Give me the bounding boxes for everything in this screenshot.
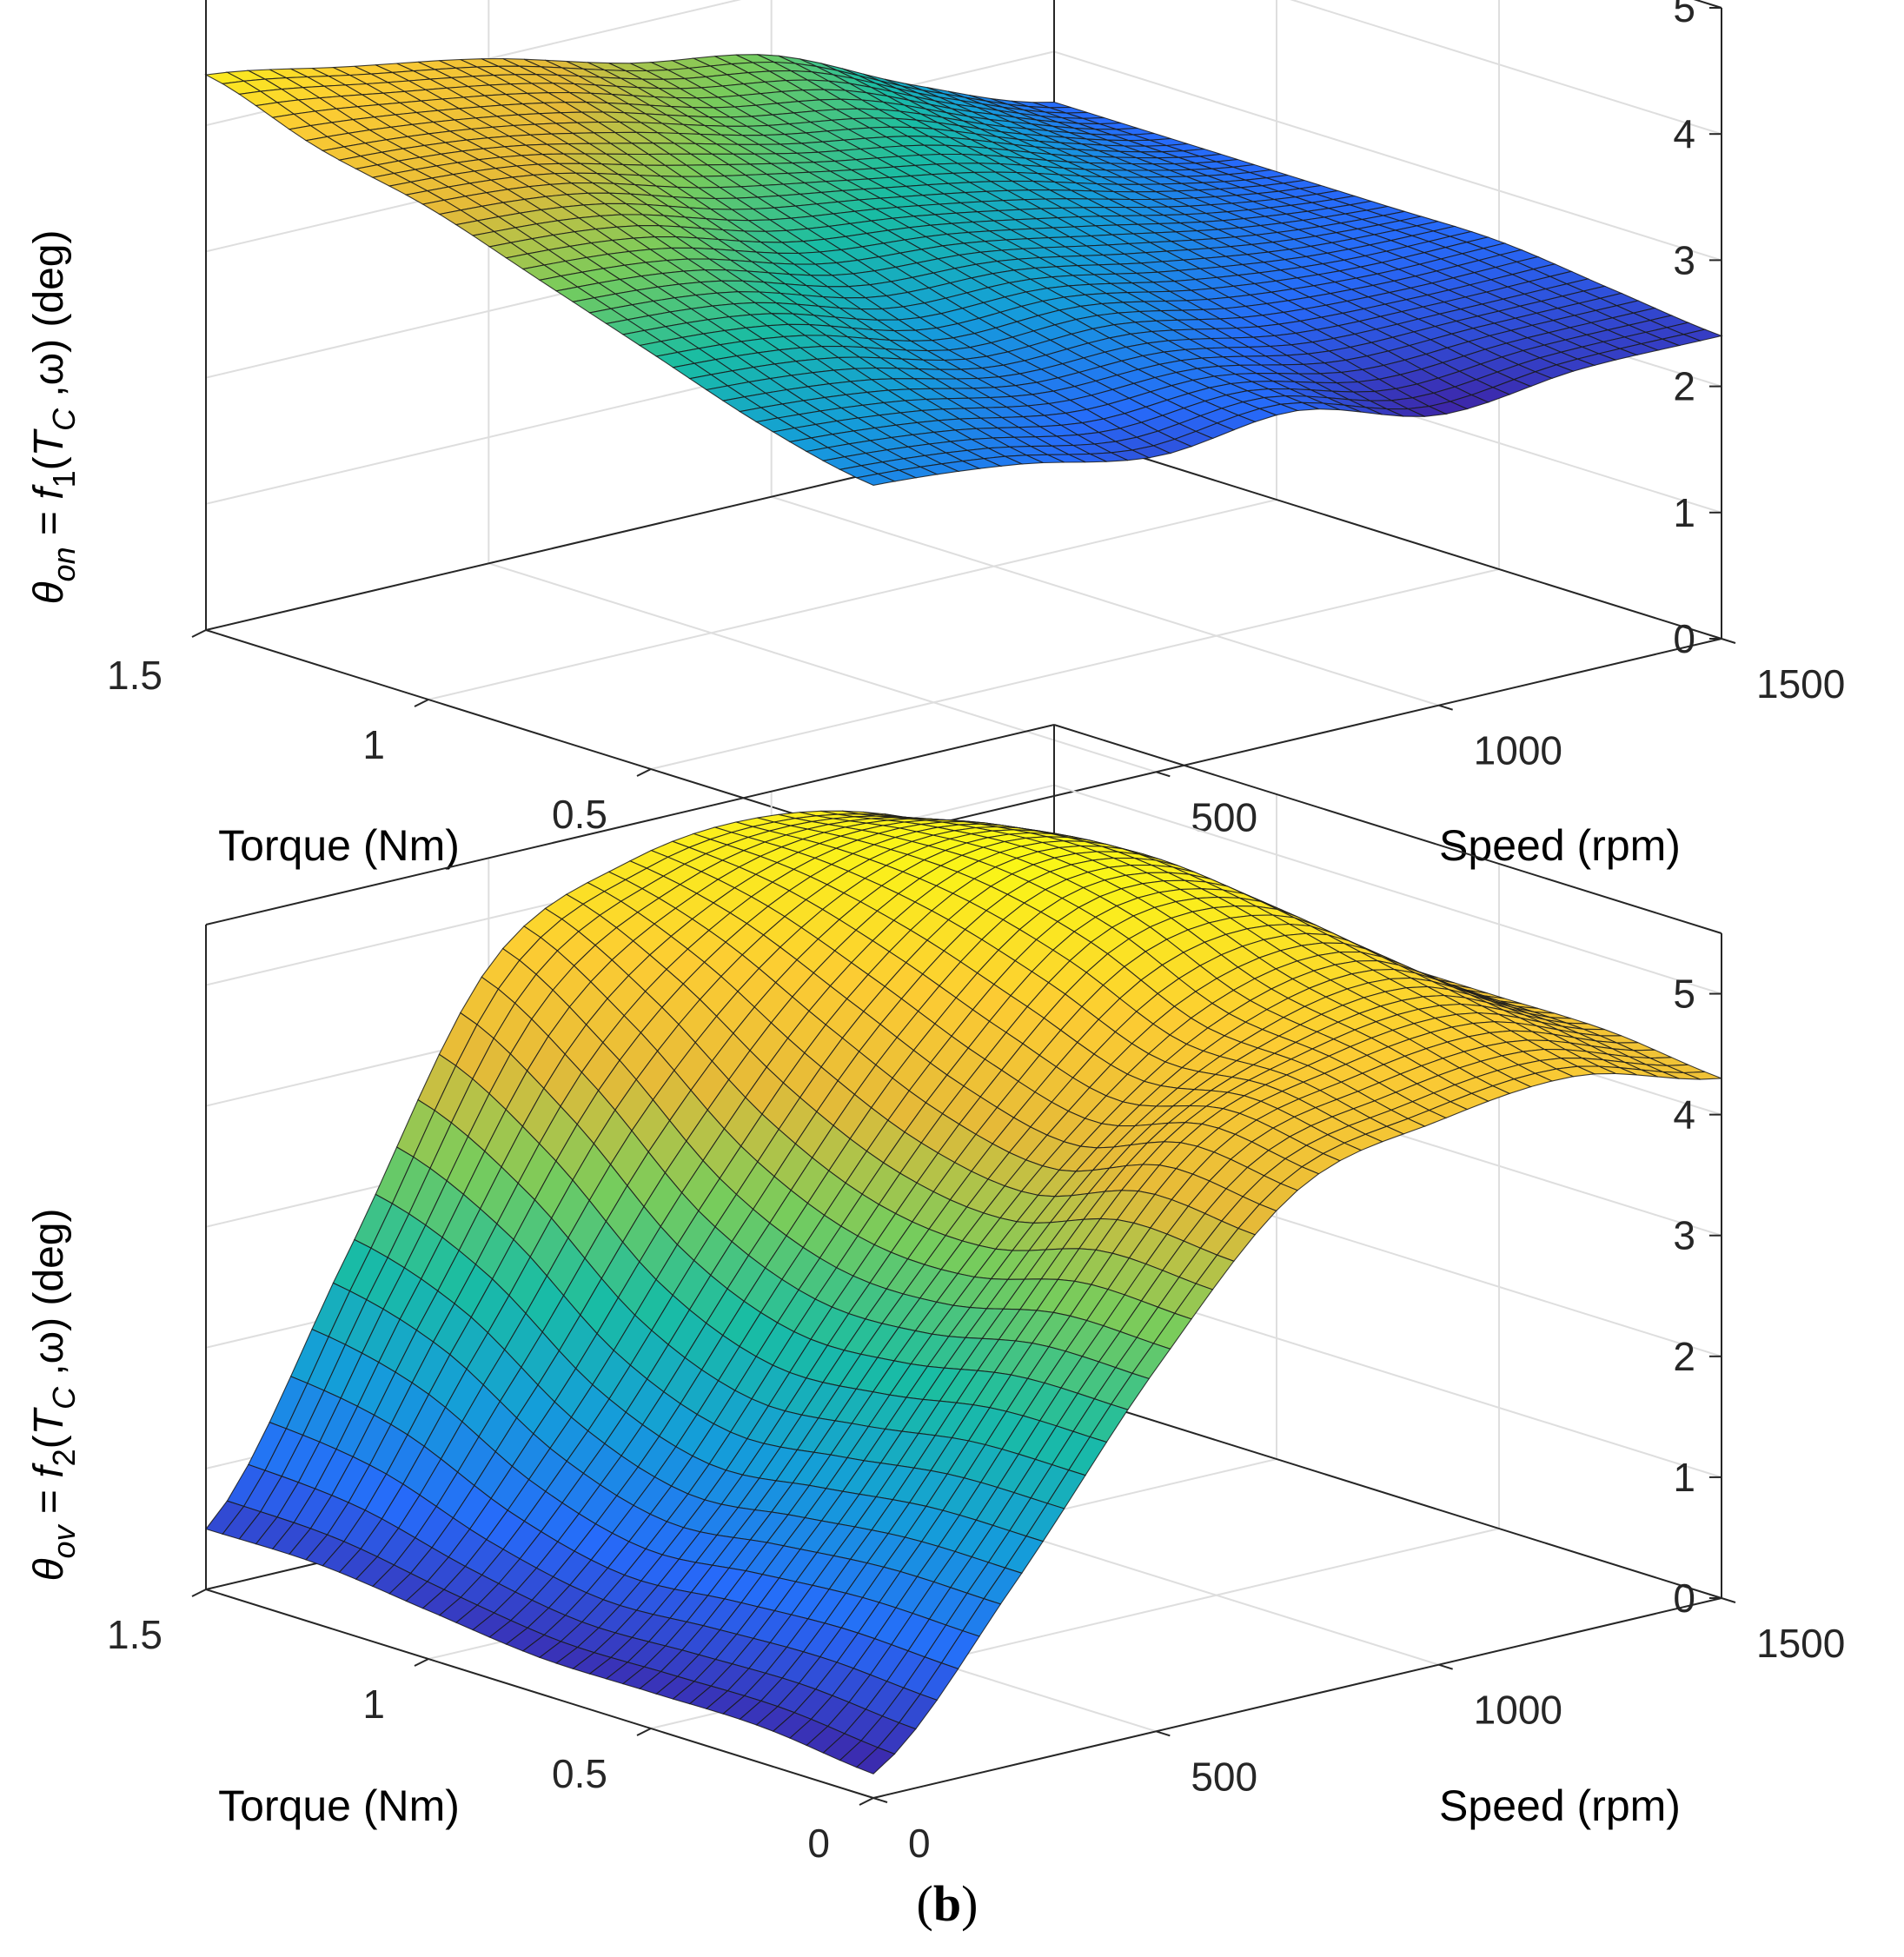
floor-gridline bbox=[428, 499, 1277, 700]
z-label-arg-sub: C bbox=[46, 408, 82, 431]
z-label-arg: T bbox=[26, 1406, 72, 1435]
torque-tick-label: 0.5 bbox=[552, 1751, 607, 1796]
z-tick-label: 3 bbox=[1673, 237, 1695, 282]
z-label-paren: ( bbox=[26, 456, 72, 470]
floor-gridline bbox=[650, 568, 1500, 770]
z-label-arg: T bbox=[26, 428, 72, 456]
torque-tick-mark bbox=[414, 699, 429, 707]
z-tick-label: 0 bbox=[1673, 1576, 1695, 1621]
torque-tick-mark bbox=[859, 1797, 874, 1806]
speed-axis-line bbox=[872, 1597, 1722, 1799]
box-edge bbox=[1053, 1389, 1722, 1599]
z-label-symbol-sub: on bbox=[46, 547, 82, 581]
z-label-rest: ,ω) (deg) bbox=[26, 1209, 72, 1388]
surface-patch bbox=[855, 1747, 896, 1775]
z-tick-label: 2 bbox=[1673, 364, 1695, 409]
speed-tick-mark bbox=[1156, 1730, 1171, 1737]
torque-axis-label: Torque (Nm) bbox=[218, 1781, 460, 1830]
torque-tick-label: 1.5 bbox=[107, 1612, 163, 1657]
speed-tick-mark bbox=[1721, 1597, 1736, 1603]
torque-tick-label: 0 bbox=[807, 1821, 830, 1866]
z-tick-label: 1 bbox=[1673, 1455, 1695, 1500]
torque-tick-mark bbox=[414, 1658, 429, 1667]
z-tick-label: 1 bbox=[1673, 490, 1695, 535]
speed-axis-label: Speed (rpm) bbox=[1439, 821, 1681, 870]
torque-axis-line bbox=[205, 629, 874, 839]
z-label-symbol: θ bbox=[26, 1558, 72, 1581]
speed-tick-mark bbox=[1438, 1663, 1453, 1670]
torque-tick-mark bbox=[191, 1589, 207, 1597]
surface bbox=[205, 810, 1722, 1775]
speed-tick-label: 1000 bbox=[1474, 728, 1562, 773]
z-label-rest: ,ω) (deg) bbox=[26, 229, 72, 408]
z-label-func-sub: 1 bbox=[46, 470, 82, 488]
wall-gridline bbox=[1290, 0, 1722, 136]
torque-tick-mark bbox=[636, 768, 652, 777]
z-tick-label: 0 bbox=[1673, 616, 1695, 661]
torque-tick-mark bbox=[191, 629, 207, 638]
box-edge bbox=[1693, 0, 1722, 9]
z-tick-label: 4 bbox=[1673, 1092, 1695, 1138]
speed-tick-label: 0 bbox=[908, 1821, 931, 1866]
speed-tick-label: 1000 bbox=[1474, 1688, 1562, 1733]
torque-tick-label: 1 bbox=[362, 1682, 385, 1727]
surface bbox=[204, 54, 1723, 486]
torque-tick-label: 1.5 bbox=[107, 653, 163, 698]
box-edge bbox=[1053, 724, 1722, 934]
z-tick-label: 2 bbox=[1673, 1334, 1695, 1379]
ticks: 0 1 2 3 4 5 0 0.5 1 1.5 0 500 1000 1500 bbox=[107, 972, 1845, 1866]
z-label-arg-sub: C bbox=[46, 1386, 82, 1410]
z-axis-label: θov = f2(TC ,ω) (deg) bbox=[26, 1209, 82, 1582]
wall-gridline bbox=[1053, 50, 1722, 262]
box-edge bbox=[205, 724, 1055, 925]
speed-tick-label: 1500 bbox=[1756, 1621, 1845, 1666]
caption-open: ( bbox=[917, 1875, 933, 1932]
torque-tick-label: 0.5 bbox=[552, 792, 607, 837]
z-tick-label: 5 bbox=[1673, 0, 1695, 30]
z-axis-label: θon = f1(TC ,ω) (deg) bbox=[26, 229, 82, 604]
box-edge bbox=[1053, 429, 1722, 640]
speed-tick-label: 500 bbox=[1191, 1754, 1257, 1799]
torque-axis-label: Torque (Nm) bbox=[218, 821, 460, 870]
speed-tick-mark bbox=[872, 1797, 888, 1803]
caption-letter: b bbox=[933, 1875, 961, 1932]
wall-gridline bbox=[1053, 784, 1722, 995]
z-label-eq: = bbox=[26, 1478, 72, 1526]
speed-tick-mark bbox=[1438, 704, 1453, 711]
z-tick-label: 3 bbox=[1673, 1213, 1695, 1258]
z-label-func-sub: 2 bbox=[46, 1449, 82, 1466]
z-tick-label: 5 bbox=[1673, 972, 1695, 1017]
floor-gridline bbox=[771, 495, 1439, 707]
z-label-symbol: θ bbox=[26, 581, 72, 604]
speed-axis-line bbox=[872, 638, 1722, 839]
surface-patch bbox=[854, 473, 897, 486]
speed-tick-label: 500 bbox=[1191, 794, 1257, 839]
floor-gridline bbox=[488, 562, 1157, 773]
z-label-eq: = bbox=[26, 500, 72, 547]
wall-gridline bbox=[1693, 0, 1722, 9]
panel-caption: (b) bbox=[917, 1875, 979, 1932]
speed-axis-label: Speed (rpm) bbox=[1439, 1781, 1681, 1830]
speed-tick-mark bbox=[1721, 638, 1736, 644]
z-tick-label: 4 bbox=[1673, 111, 1695, 156]
speed-tick-mark bbox=[1156, 771, 1171, 778]
torque-tick-mark bbox=[636, 1728, 652, 1736]
torque-axis-line bbox=[205, 1589, 874, 1799]
z-label-paren: ( bbox=[26, 1435, 72, 1449]
caption-close: ) bbox=[961, 1875, 978, 1932]
z-label-symbol-sub: ov bbox=[46, 1523, 82, 1558]
torque-tick-label: 1 bbox=[362, 722, 385, 767]
speed-tick-label: 1500 bbox=[1756, 661, 1845, 707]
